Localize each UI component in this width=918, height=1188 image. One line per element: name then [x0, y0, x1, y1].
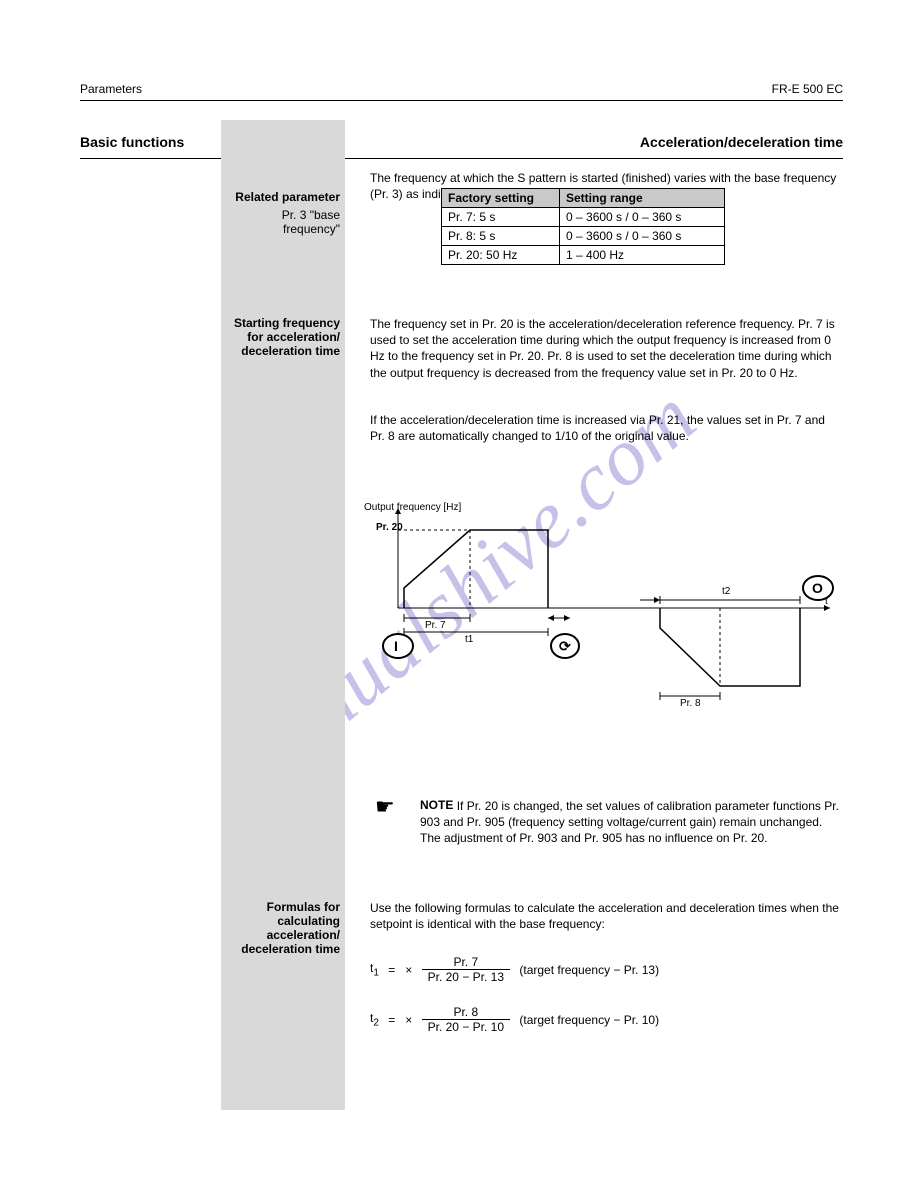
sidebar-related: Related parameter: [226, 190, 340, 204]
rule-section: [80, 158, 843, 159]
header-right: FR-E 500 EC: [772, 82, 843, 96]
sidebar-related-items: Pr. 3 "base frequency": [226, 208, 340, 236]
sidebar-column: [221, 120, 345, 1110]
section-left: Basic functions: [80, 134, 184, 150]
note-icon: ☛: [375, 794, 395, 820]
header-left: Parameters: [80, 82, 142, 96]
section-right: Acceleration/deceleration time: [640, 134, 843, 150]
t2-label: t2: [722, 586, 730, 597]
pr7-label: Pr. 7: [425, 620, 446, 631]
table-row: Pr. 7: 5 s 0 – 3600 s / 0 – 360 s: [442, 208, 725, 227]
table-header: Setting range: [560, 189, 725, 208]
table-row: Pr. 8: 5 s 0 – 3600 s / 0 – 360 s: [442, 227, 725, 246]
pr20-label: Pr. 20: [376, 522, 403, 533]
settings-table: Factory setting Setting range Pr. 7: 5 s…: [441, 188, 725, 265]
icon-I: I: [394, 638, 398, 654]
t1-label: t1: [465, 634, 473, 645]
body-p3: If the acceleration/deceleration time is…: [370, 412, 840, 444]
note-body: NOTE If Pr. 20 is changed, the set value…: [420, 798, 840, 847]
rule-top: [80, 100, 843, 101]
body-p2: The frequency set in Pr. 20 is the accel…: [370, 316, 840, 381]
icon-reverse: ⟳: [559, 638, 571, 655]
body-p4: Use the following formulas to calculate …: [370, 900, 840, 932]
timing-diagram: Output frequency [Hz] Pr. 20 Pr. 7 t1 Pr…: [370, 498, 840, 728]
section-header: Basic functions Acceleration/deceleratio…: [80, 134, 843, 150]
table-row: Pr. 20: 50 Hz 1 – 400 Hz: [442, 246, 725, 265]
formula-t2: t2 = × Pr. 8 Pr. 20 − Pr. 10 (target fre…: [370, 1005, 659, 1034]
table-header: Factory setting: [442, 189, 560, 208]
axis-y-label: Output frequency [Hz]: [364, 502, 461, 513]
icon-O: O: [812, 580, 823, 596]
sidebar-subtitle-1: Starting frequency for acceleration/ dec…: [226, 316, 340, 358]
axis-x-label: t: [825, 596, 828, 607]
running-header: Parameters FR-E 500 EC: [80, 82, 843, 96]
sidebar-subtitle-2: Formulas for calculating acceleration/ d…: [226, 900, 340, 956]
pr8-label: Pr. 8: [680, 698, 701, 709]
diagram-svg: [370, 498, 840, 728]
formula-t1: t1 = × Pr. 7 Pr. 20 − Pr. 13 (target fre…: [370, 955, 659, 984]
